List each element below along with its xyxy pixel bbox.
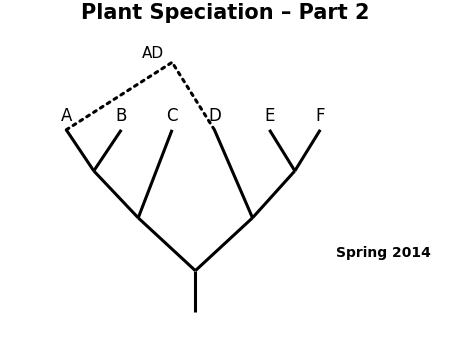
Text: D: D — [208, 107, 221, 125]
Text: Spring 2014: Spring 2014 — [336, 246, 431, 260]
Text: C: C — [166, 107, 178, 125]
Text: A: A — [61, 107, 72, 125]
Title: Plant Speciation – Part 2: Plant Speciation – Part 2 — [81, 3, 369, 23]
Text: AD: AD — [142, 46, 164, 61]
Text: B: B — [116, 107, 127, 125]
Text: E: E — [264, 107, 274, 125]
Text: F: F — [315, 107, 325, 125]
